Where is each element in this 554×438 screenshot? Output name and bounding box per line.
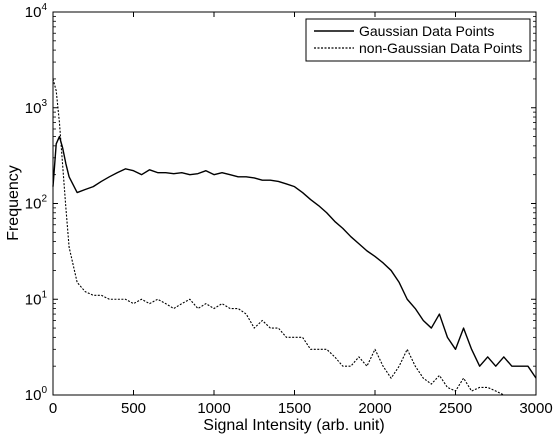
x-tick-label: 2500 (439, 400, 472, 417)
x-tick-label: 2000 (358, 400, 391, 417)
series-layer (52, 78, 537, 396)
x-tick-label: 0 (49, 400, 57, 417)
legend-label-gaussian: Gaussian Data Points (359, 23, 494, 39)
x-tick-label: 1500 (278, 400, 311, 417)
y-tick-label: 101 (25, 289, 48, 308)
plot-background (53, 12, 536, 395)
y-tick-label: 102 (25, 194, 48, 213)
legend-box (305, 18, 531, 62)
y-tick-label: 104 (25, 2, 48, 21)
y-tick-label: 103 (25, 98, 48, 117)
y-ticks: 100 101 102 103 104 (25, 2, 536, 404)
series-line-non-gaussian (52, 78, 505, 396)
x-ticks: 0 500 1000 1500 2000 2500 3000 (49, 12, 553, 417)
legend: Gaussian Data Points non-Gaussian Data P… (305, 18, 531, 62)
legend-label-non-gaussian: non-Gaussian Data Points (359, 40, 522, 56)
y-axis-title: Frequency (5, 165, 22, 241)
x-tick-label: 3000 (519, 400, 552, 417)
series-line-gaussian (52, 135, 537, 379)
x-tick-label: 500 (121, 400, 146, 417)
x-tick-label: 1000 (197, 400, 230, 417)
y-tick-label: 100 (25, 385, 48, 404)
x-axis-title: Signal Intensity (arb. unit) (203, 417, 384, 434)
